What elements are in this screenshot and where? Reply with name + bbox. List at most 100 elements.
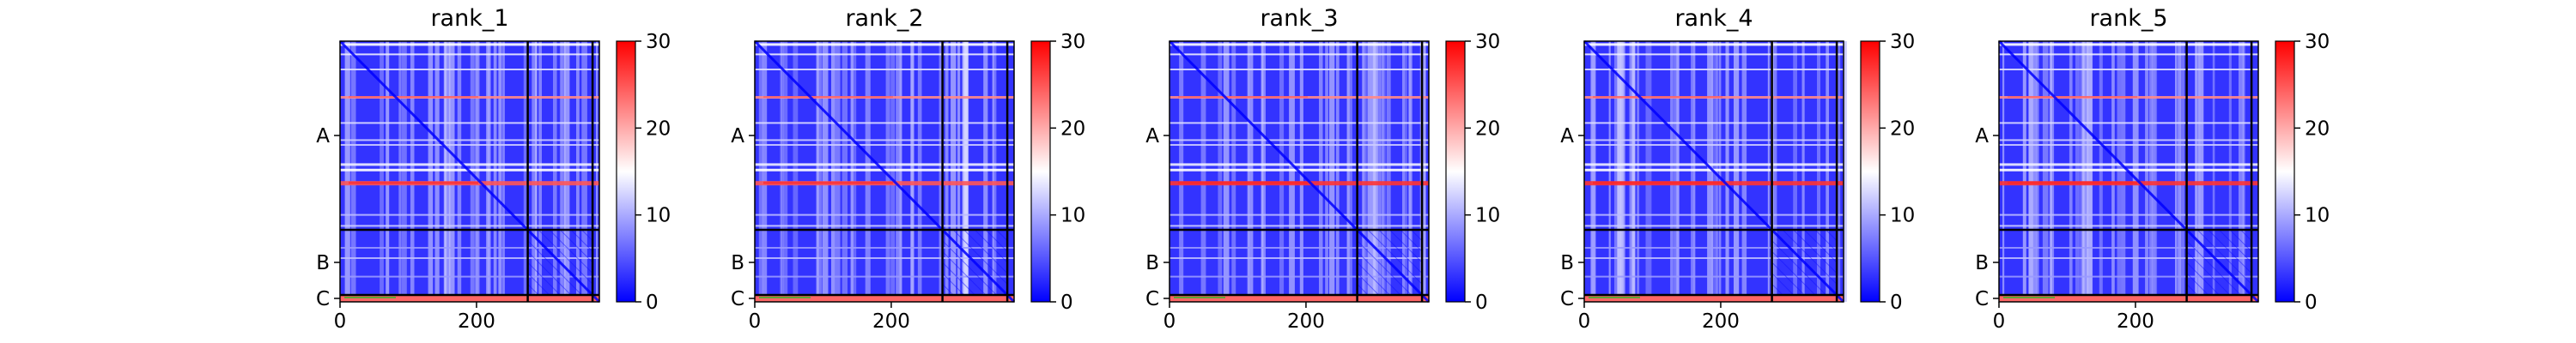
heatmap-row-band bbox=[1170, 275, 1429, 278]
heatmap-column-stripe bbox=[1670, 41, 1674, 302]
heatmap-column-stripe bbox=[896, 41, 898, 302]
heatmap-texture-line bbox=[1367, 229, 1423, 285]
y-chain-label: C bbox=[731, 288, 744, 310]
heatmap-column-stripe bbox=[2022, 41, 2026, 302]
heatmap-row-band bbox=[1584, 163, 1844, 166]
heatmap-column-stripe bbox=[470, 41, 475, 302]
heatmap-block-texture bbox=[527, 229, 593, 296]
heatmap-row-band bbox=[1170, 247, 1429, 249]
heatmap-row-band bbox=[1584, 139, 1844, 141]
colorbar-tick-label: 0 bbox=[646, 292, 659, 314]
heatmap-column-stripe bbox=[1692, 41, 1696, 302]
heatmap-column-stripe bbox=[344, 41, 350, 302]
colorbar-tick-label: 20 bbox=[1890, 117, 1915, 140]
heatmap-chain-c-row bbox=[1584, 295, 1844, 302]
heatmap-column-stripe bbox=[816, 41, 819, 302]
colorbar-tick-label: 20 bbox=[1475, 117, 1500, 140]
heatmap-texture-line bbox=[1771, 273, 1795, 296]
heatmap-row-band bbox=[340, 214, 599, 216]
heatmap-row-band bbox=[1999, 53, 2258, 56]
heatmap-column-stripe bbox=[2152, 41, 2156, 302]
heatmap-column-stripe bbox=[2002, 41, 2005, 302]
heatmap-column-stripe bbox=[2132, 41, 2139, 302]
heatmap-row-band bbox=[340, 53, 599, 56]
heatmap-row-band bbox=[1999, 214, 2258, 216]
heatmap-column-stripe bbox=[444, 41, 451, 302]
heatmap-texture-line bbox=[538, 229, 593, 285]
heatmap-column-stripe bbox=[1674, 41, 1680, 302]
heatmap-row-band bbox=[755, 69, 1014, 70]
heatmap-chain-c-row bbox=[1999, 295, 2258, 302]
heatmap-chain-c-detail bbox=[759, 297, 811, 298]
heatmap-column-stripe bbox=[890, 41, 896, 302]
heatmap-row-band bbox=[1584, 144, 1844, 146]
heatmap-row-band bbox=[755, 214, 1014, 216]
heatmap-column-stripe bbox=[1843, 41, 1847, 302]
heatmap-texture-line bbox=[527, 250, 572, 296]
heatmap-column-stripe bbox=[1329, 41, 1335, 302]
heatmap-texture-line bbox=[2240, 229, 2252, 242]
heatmap-row-band bbox=[1584, 43, 1844, 46]
y-chain-label: A bbox=[1975, 125, 1989, 147]
y-chain-label: A bbox=[731, 125, 744, 147]
heatmap-block-texture bbox=[1771, 229, 1838, 296]
heatmap-column-stripe bbox=[1801, 41, 1805, 302]
heatmap-column-stripe bbox=[502, 41, 505, 302]
heatmap-column-stripe bbox=[560, 41, 563, 302]
heatmap-texture-line bbox=[942, 240, 997, 296]
axes-frame bbox=[1169, 40, 1430, 303]
colorbar bbox=[1030, 40, 1051, 303]
heatmap-column-stripe bbox=[486, 41, 489, 302]
heatmap-column-stripe bbox=[1362, 41, 1364, 302]
heatmap-row-band bbox=[755, 43, 1014, 46]
colorbar-tick-label: 0 bbox=[1890, 292, 1903, 314]
heatmap-column-stripe bbox=[835, 41, 841, 302]
heatmap-high-error-segment bbox=[763, 96, 893, 98]
heatmap-column-stripe bbox=[983, 41, 988, 302]
heatmap-texture-line bbox=[527, 240, 582, 296]
heatmap-texture-line bbox=[2186, 262, 2220, 296]
panel-title: rank_4 bbox=[1674, 5, 1753, 32]
heatmap-row-band bbox=[1584, 275, 1844, 278]
axes-frame bbox=[339, 40, 600, 303]
heatmap-row-band bbox=[1999, 139, 2258, 141]
heatmap-column-stripe bbox=[457, 41, 462, 302]
heatmap-high-error-segment bbox=[1178, 96, 1308, 98]
heatmap-row-band bbox=[1584, 257, 1844, 259]
heatmap-column-stripes bbox=[1179, 41, 1426, 302]
colorbar-tick-label: 20 bbox=[2305, 117, 2330, 140]
heatmap-column-stripe bbox=[793, 41, 799, 302]
heatmap-column-stripe bbox=[783, 41, 788, 302]
heatmap-column-stripe bbox=[2178, 41, 2185, 302]
heatmap-texture-line bbox=[942, 283, 954, 296]
heatmap-column-stripe bbox=[1382, 41, 1384, 302]
heatmap-column-stripe bbox=[563, 41, 570, 302]
heatmap-column-stripe bbox=[911, 41, 914, 302]
heatmap-column-stripe bbox=[939, 41, 944, 302]
y-chain-label: B bbox=[316, 252, 330, 274]
heatmap-column-stripe bbox=[1402, 41, 1406, 302]
heatmap-column-stripe bbox=[380, 41, 384, 302]
heatmap-column-stripe bbox=[781, 41, 785, 302]
heatmap-column-stripe bbox=[2069, 41, 2073, 302]
heatmap-texture-line bbox=[2218, 229, 2252, 263]
colorbar-tick-label: 10 bbox=[1475, 205, 1500, 227]
heatmap-column-stripe bbox=[1707, 41, 1713, 302]
heatmap-column-stripe bbox=[1423, 41, 1426, 302]
heatmap-row-band bbox=[340, 139, 599, 141]
heatmap-row-band bbox=[755, 225, 1014, 227]
heatmap-column-stripe bbox=[1631, 41, 1636, 302]
y-chain-label: C bbox=[316, 288, 330, 310]
heatmap-row-band bbox=[1999, 69, 2258, 70]
heatmap-texture-line bbox=[1826, 229, 1838, 242]
heatmap-row-band bbox=[1170, 214, 1429, 216]
heatmap-texture-line bbox=[985, 229, 1008, 252]
heatmap-texture-line bbox=[527, 262, 561, 296]
heatmap-column-stripe bbox=[1247, 41, 1249, 302]
heatmap-row-band bbox=[1584, 69, 1844, 70]
heatmap-column-stripe bbox=[576, 41, 580, 302]
heatmap-row-band bbox=[1170, 139, 1429, 141]
heatmap-row-band bbox=[340, 225, 599, 227]
